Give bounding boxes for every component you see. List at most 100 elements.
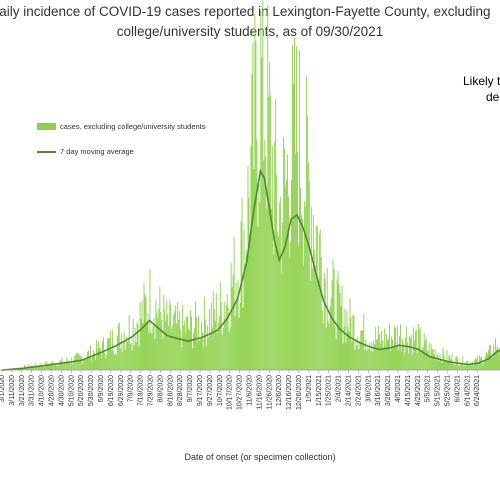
bar-daily-cases	[227, 307, 229, 370]
bar-daily-cases	[74, 355, 76, 370]
bar-daily-cases	[195, 301, 196, 370]
bar-daily-cases	[186, 316, 188, 370]
bar-daily-cases	[112, 350, 114, 370]
bar-daily-cases	[99, 347, 100, 370]
bar-daily-cases	[268, 96, 270, 370]
bar-daily-cases	[252, 42, 254, 371]
bar-daily-cases	[150, 332, 152, 370]
bar-daily-cases	[239, 302, 241, 370]
bar-daily-cases	[110, 349, 112, 370]
bar-daily-cases	[481, 356, 483, 370]
bar-daily-cases	[409, 338, 411, 370]
bar-daily-cases	[411, 354, 413, 370]
bar-daily-cases	[105, 354, 107, 370]
bar-daily-cases	[263, 160, 265, 370]
bar-daily-cases	[329, 306, 331, 370]
x-tick-label: 3/6/2021	[365, 375, 372, 402]
bar-daily-cases	[231, 286, 233, 370]
bar-daily-cases	[135, 342, 137, 370]
x-tick-label: 6/19/2020	[108, 375, 115, 406]
bar-daily-cases	[165, 320, 167, 370]
bar-daily-cases	[47, 363, 49, 370]
bar-daily-cases	[32, 366, 34, 370]
bar-daily-cases	[293, 83, 294, 370]
bar-daily-cases	[242, 307, 244, 370]
bar-daily-cases	[393, 346, 394, 370]
bar-daily-cases	[342, 343, 344, 370]
bar-daily-cases	[208, 309, 210, 370]
bar-daily-cases	[253, 169, 255, 370]
bar-daily-cases	[423, 333, 425, 370]
x-tick-label: 9/7/2020	[187, 375, 194, 402]
bar-daily-cases	[97, 351, 98, 370]
bar-daily-cases	[378, 326, 380, 370]
bar-daily-cases	[485, 356, 487, 370]
bar-daily-cases	[155, 299, 157, 370]
bar-daily-cases	[484, 359, 486, 370]
bar-daily-cases	[35, 365, 37, 370]
bar-daily-cases	[103, 352, 105, 370]
bar-daily-cases	[98, 341, 99, 370]
bar-daily-cases	[482, 364, 484, 370]
bar-daily-cases	[318, 233, 320, 370]
bar-daily-cases	[301, 218, 303, 370]
bar-daily-cases	[327, 321, 329, 370]
bar-daily-cases	[138, 346, 140, 370]
x-tick-label: 11/26/2020	[266, 375, 273, 410]
bar-daily-cases	[140, 319, 142, 370]
bar-daily-cases	[22, 368, 24, 370]
bar-daily-cases	[497, 347, 498, 370]
bar-daily-cases	[441, 363, 443, 370]
bar-daily-cases	[171, 328, 173, 370]
bar-daily-cases	[71, 357, 73, 370]
bar-daily-cases	[361, 329, 363, 370]
bar-daily-cases	[364, 349, 366, 370]
bar-daily-cases	[390, 351, 391, 370]
bar-daily-cases	[196, 317, 197, 370]
bar-daily-cases	[467, 360, 469, 370]
bar-daily-cases	[101, 357, 102, 370]
bar-daily-cases	[389, 323, 390, 370]
bar-daily-cases	[124, 349, 126, 370]
bar-daily-cases	[415, 329, 417, 370]
x-tick-label: 7/29/2020	[148, 375, 155, 406]
bar-daily-cases	[355, 338, 357, 370]
bar-daily-cases	[492, 357, 493, 370]
x-tick-label: 6/24/2021	[474, 375, 481, 406]
bar-daily-cases	[275, 98, 277, 370]
x-tick-label: 3/21/2020	[19, 375, 26, 406]
bar-daily-cases	[127, 338, 129, 370]
bar-daily-cases	[312, 214, 314, 370]
bar-daily-cases	[54, 365, 56, 370]
x-tick-label: 9/17/2020	[197, 375, 204, 406]
x-tick-label: 3/16/2021	[375, 375, 382, 406]
bar-daily-cases	[216, 333, 218, 370]
bar-daily-cases	[413, 340, 415, 370]
bar-daily-cases	[450, 359, 452, 370]
bar-daily-cases	[284, 148, 286, 370]
bar-daily-cases	[313, 249, 315, 370]
x-tick-label: 5/10/2020	[68, 375, 75, 406]
bar-daily-cases	[348, 331, 350, 370]
bar-daily-cases	[191, 317, 192, 370]
bar-daily-cases	[199, 340, 200, 370]
bar-daily-cases	[376, 339, 378, 370]
bar-daily-cases	[200, 321, 202, 370]
x-tick-label: 6/4/2021	[454, 375, 461, 402]
bar-daily-cases	[36, 366, 38, 370]
bar-daily-cases	[205, 345, 207, 370]
bar-daily-cases	[391, 336, 392, 370]
bar-daily-cases	[237, 279, 239, 370]
bar-daily-cases	[466, 360, 468, 370]
bar-daily-cases	[178, 319, 180, 370]
bar-daily-cases	[113, 354, 115, 370]
bar-daily-cases	[357, 336, 359, 370]
x-tick-label: 5/25/2021	[445, 375, 452, 406]
bar-daily-cases	[331, 280, 333, 370]
bar-daily-cases	[322, 323, 324, 370]
bar-daily-cases	[148, 332, 150, 370]
x-tick-label: 5/20/2020	[78, 375, 85, 406]
bar-daily-cases	[94, 352, 95, 370]
x-tick-label: 12/16/2020	[286, 375, 293, 410]
